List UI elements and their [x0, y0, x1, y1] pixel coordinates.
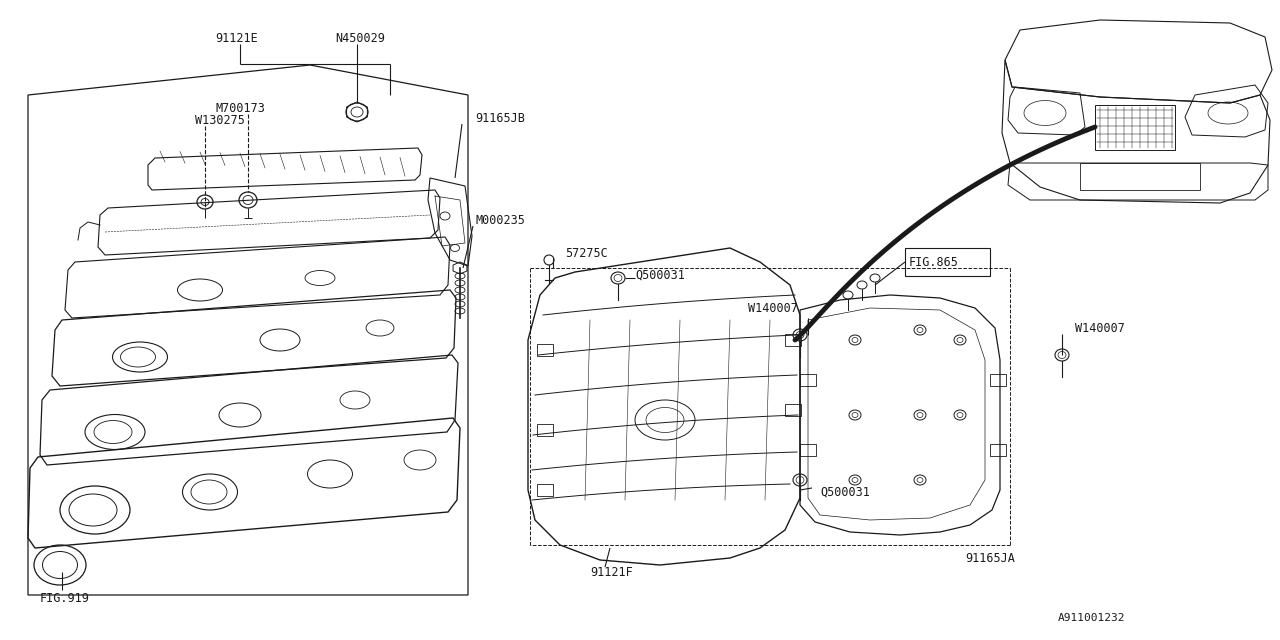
Bar	[800, 374, 817, 386]
Bar	[800, 444, 817, 456]
Text: Q500031: Q500031	[635, 269, 685, 282]
Bar	[785, 334, 801, 346]
Text: N450029: N450029	[335, 31, 385, 45]
Text: W140007: W140007	[1075, 321, 1125, 335]
Text: 91165JB: 91165JB	[475, 111, 525, 125]
Bar	[538, 344, 553, 356]
Text: M000235: M000235	[475, 214, 525, 227]
Bar	[1094, 105, 1175, 150]
Text: M700173: M700173	[215, 102, 265, 115]
Text: 91165JA: 91165JA	[965, 552, 1015, 564]
Text: FIG.919: FIG.919	[40, 591, 90, 605]
Text: 57275C: 57275C	[564, 246, 608, 259]
Bar	[785, 404, 801, 416]
Text: W130275: W130275	[195, 113, 244, 127]
Text: 91121E: 91121E	[215, 31, 257, 45]
Bar	[538, 424, 553, 436]
Text: W140007: W140007	[748, 301, 797, 314]
Text: Q500031: Q500031	[820, 486, 870, 499]
Bar	[989, 374, 1006, 386]
Text: FIG.865: FIG.865	[909, 255, 959, 269]
Text: 91121F: 91121F	[590, 566, 632, 579]
Text: A911001232: A911001232	[1059, 613, 1125, 623]
Bar	[538, 484, 553, 496]
Bar	[989, 444, 1006, 456]
Bar	[905, 248, 989, 276]
